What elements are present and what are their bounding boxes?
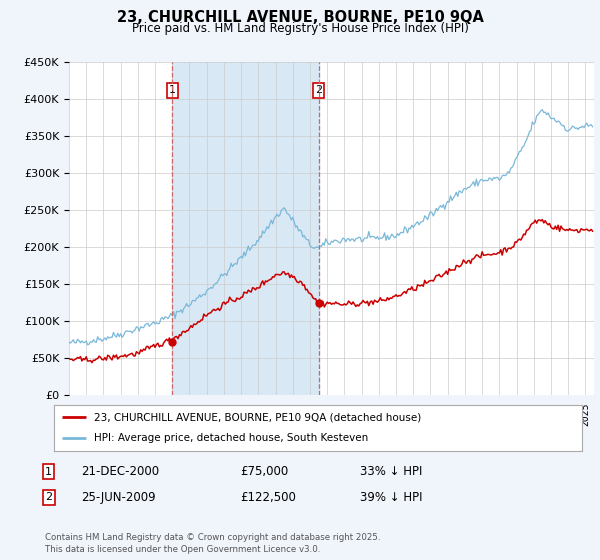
Text: HPI: Average price, detached house, South Kesteven: HPI: Average price, detached house, Sout… [94,433,368,444]
Text: £122,500: £122,500 [240,491,296,504]
Text: 23, CHURCHILL AVENUE, BOURNE, PE10 9QA: 23, CHURCHILL AVENUE, BOURNE, PE10 9QA [116,10,484,25]
Text: 21-DEC-2000: 21-DEC-2000 [81,465,159,478]
Text: 1: 1 [169,85,176,95]
Text: 39% ↓ HPI: 39% ↓ HPI [360,491,422,504]
Text: 1: 1 [45,466,52,477]
Text: 2: 2 [45,492,52,502]
Bar [172,62,319,395]
Text: 25-JUN-2009: 25-JUN-2009 [81,491,155,504]
Text: 23, CHURCHILL AVENUE, BOURNE, PE10 9QA (detached house): 23, CHURCHILL AVENUE, BOURNE, PE10 9QA (… [94,412,421,422]
Text: £75,000: £75,000 [240,465,288,478]
Text: Contains HM Land Registry data © Crown copyright and database right 2025.
This d: Contains HM Land Registry data © Crown c… [45,533,380,554]
Text: Price paid vs. HM Land Registry's House Price Index (HPI): Price paid vs. HM Land Registry's House … [131,22,469,35]
Text: 2: 2 [315,85,322,95]
Text: 33% ↓ HPI: 33% ↓ HPI [360,465,422,478]
